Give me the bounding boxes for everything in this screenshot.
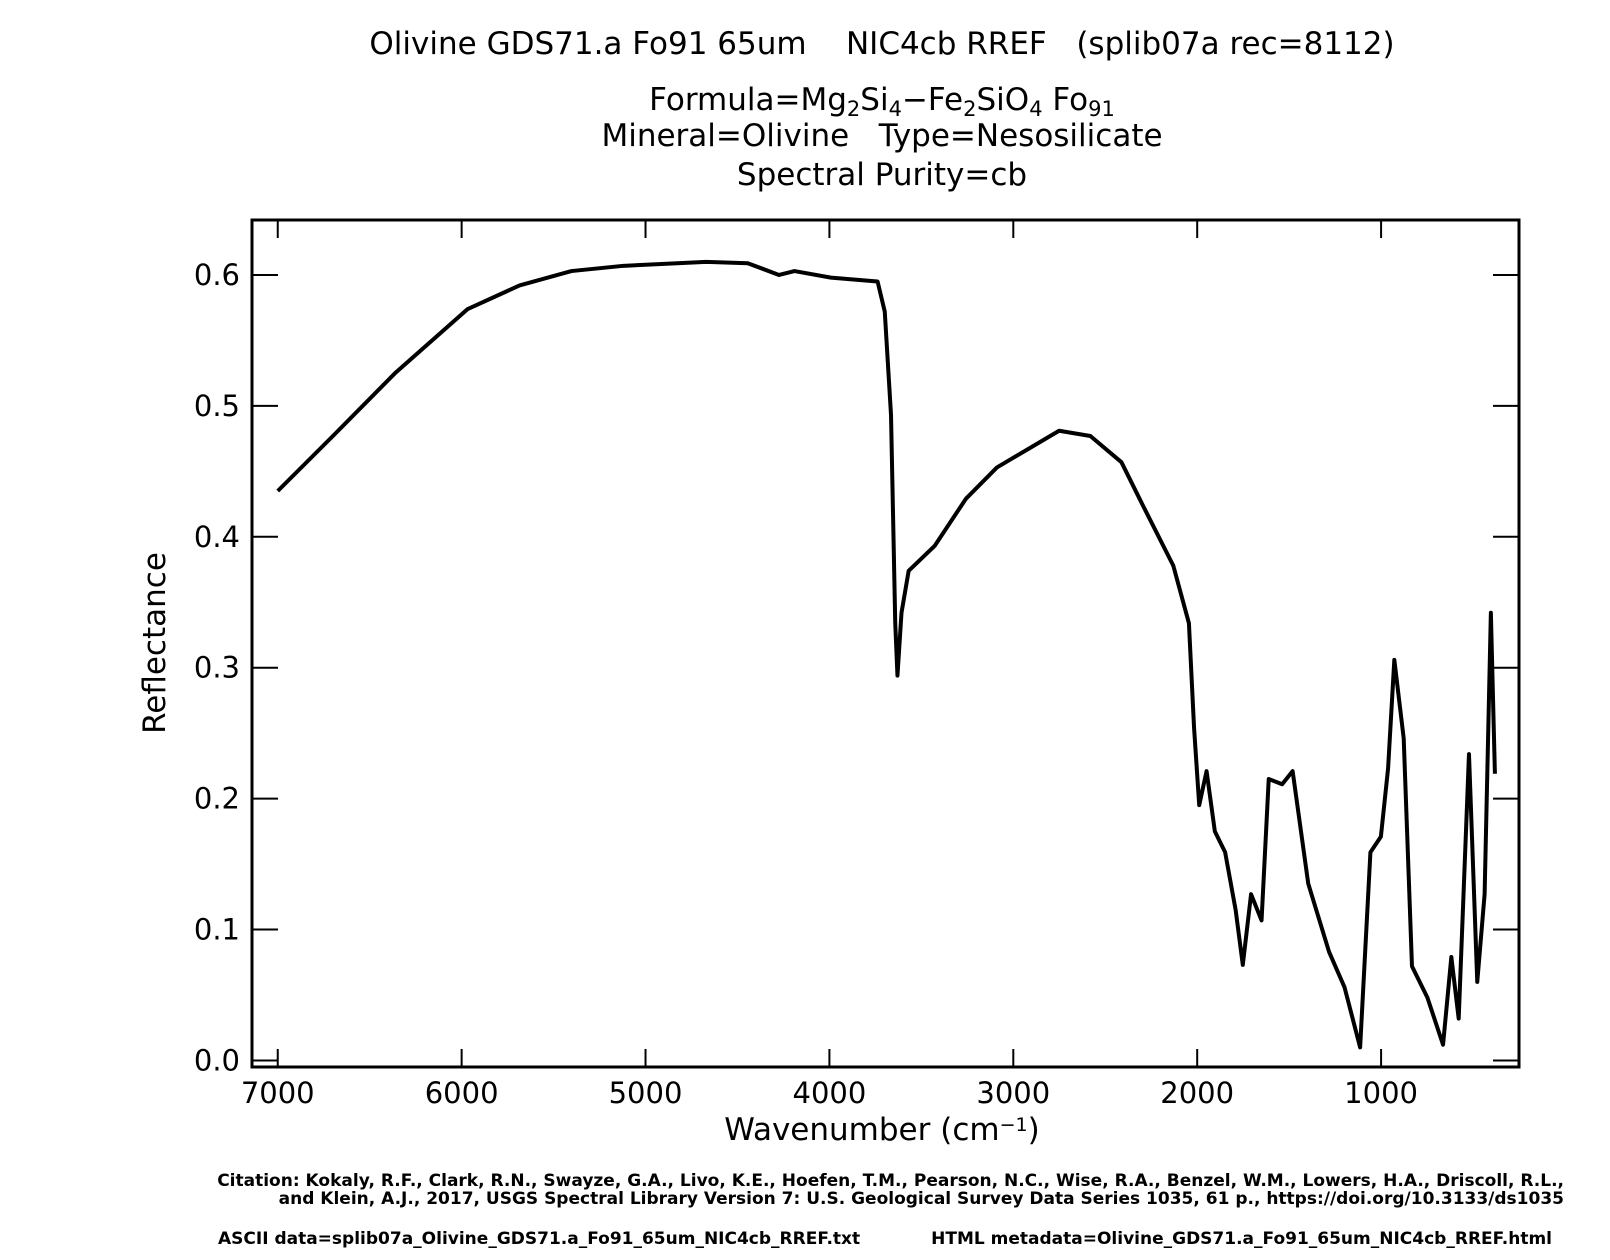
x-tick-label: 3000 [976, 1076, 1050, 1110]
chart-title: Olivine GDS71.a Fo91 65um NIC4cb RREF (s… [369, 26, 1394, 62]
text-part: Si [860, 82, 888, 118]
text-part: ) [1028, 1112, 1040, 1148]
ascii-note: ASCII data=splib07a_Olivine_GDS71.a_Fo91… [218, 1229, 860, 1249]
x-tick-label: 5000 [609, 1076, 683, 1110]
subscript: 2 [847, 97, 860, 121]
x-tick-label: 1000 [1344, 1076, 1418, 1110]
x-tick-label: 6000 [425, 1076, 499, 1110]
y-tick-label: 0.4 [194, 520, 240, 554]
plot-frame [250, 218, 1521, 1069]
spectrum-line [276, 259, 1497, 1050]
text-part: Formula=Mg [649, 82, 847, 118]
x-tick-label: 2000 [1160, 1076, 1234, 1110]
formula: Formula=Mg2Si4−Fe2SiO4 Fo91 [649, 82, 1115, 121]
subscript: 4 [889, 97, 902, 121]
y-tick-label: 0.2 [194, 782, 240, 816]
subscript: 4 [1029, 97, 1042, 121]
x-axis-label: Wavenumber (cm−1) [724, 1112, 1039, 1148]
superscript: −1 [1000, 1114, 1028, 1136]
text-part: Fo [1043, 82, 1089, 118]
text-part: Wavenumber (cm [724, 1112, 999, 1148]
subscript: 2 [963, 97, 976, 121]
y-tick-label: 0.1 [194, 913, 240, 947]
y-axis-label: Reflectance [137, 552, 173, 734]
citation: Citation: Kokaly, R.F., Clark, R.N., Swa… [217, 1171, 1564, 1191]
y-tick-label: 0.0 [194, 1043, 240, 1077]
x-tick-label: 7000 [241, 1076, 315, 1110]
y-tick-label: 0.3 [194, 651, 240, 685]
citation: and Klein, A.J., 2017, USGS Spectral Lib… [279, 1189, 1564, 1209]
html-note: HTML metadata=Olivine_GDS71.a_Fo91_65um_… [931, 1229, 1552, 1249]
subscript: 91 [1088, 97, 1115, 121]
y-tick-label: 0.6 [194, 258, 240, 292]
purity-line: Spectral Purity=cb [737, 157, 1027, 193]
text-part: −Fe [902, 82, 963, 118]
text-part: SiO [977, 82, 1030, 118]
x-tick-label: 4000 [793, 1076, 867, 1110]
y-tick-label: 0.5 [194, 389, 240, 423]
mineral-line: Mineral=Olivine Type=Nesosilicate [601, 118, 1162, 154]
